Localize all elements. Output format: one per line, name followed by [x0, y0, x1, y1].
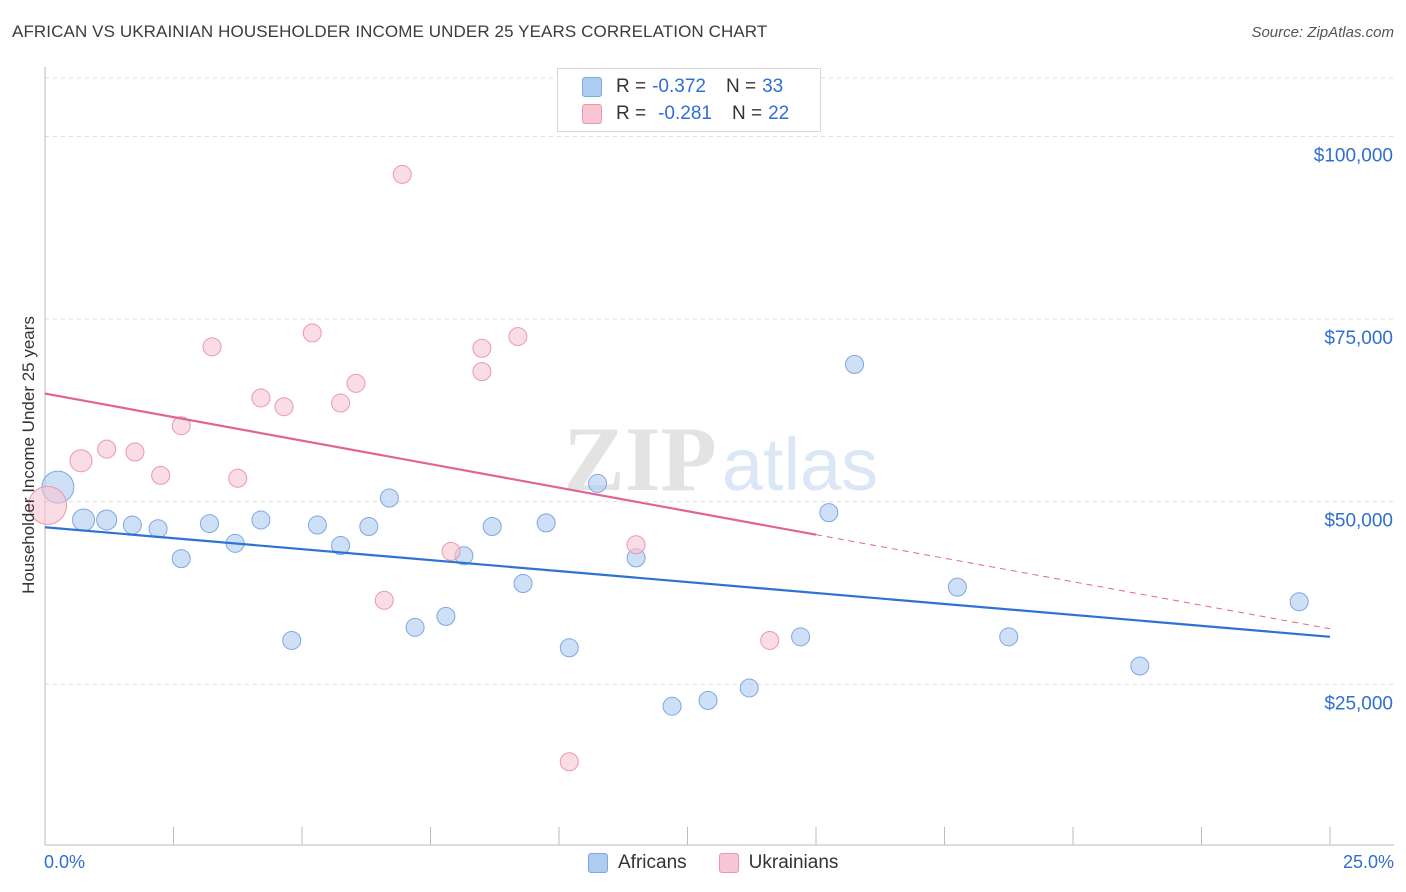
watermark-zip: ZIP [563, 408, 716, 510]
africans-point [999, 627, 1019, 647]
africans-point [171, 549, 191, 569]
y-axis-label: Householder Income Under 25 years [19, 316, 38, 594]
y-tick-label: $100,000 [1314, 145, 1393, 166]
ukrainians-point [97, 439, 117, 459]
n-value: 22 [768, 103, 790, 124]
ukrainians-point [274, 397, 294, 417]
africans-point [1130, 656, 1150, 676]
source-label: Source: ZipAtlas.com [1251, 24, 1394, 41]
n-value: 33 [762, 76, 784, 97]
africans-point [122, 515, 142, 535]
ukrainians-point [508, 327, 528, 347]
ukrainians-point [346, 373, 366, 393]
y-tick-label: $50,000 [1324, 511, 1393, 532]
ukrainians-legend-swatch [718, 853, 739, 873]
r-value: -0.372 [652, 76, 706, 97]
ukrainians-point [125, 442, 145, 462]
ukrainians-point [626, 535, 646, 555]
africans-point [436, 606, 456, 626]
n-label: N = [725, 76, 757, 97]
y-tick-label: $25,000 [1324, 693, 1393, 714]
africans-point [405, 617, 425, 637]
ukrainians-point [251, 388, 271, 408]
africans-point [1289, 592, 1309, 612]
africans-point [947, 577, 967, 597]
ukrainians-point [331, 393, 351, 413]
r-label: R = [616, 103, 647, 124]
africans-point [698, 690, 718, 710]
r-label: R = [616, 76, 647, 97]
legend-item-africans[interactable]: Africans [588, 852, 687, 874]
ukrainians-point [302, 323, 322, 343]
axes [44, 67, 1394, 846]
africans-point [513, 573, 533, 593]
legend-item-ukrainians[interactable]: Ukrainians [718, 852, 839, 874]
ukrainians-point [228, 468, 248, 488]
africans-point [662, 696, 682, 716]
africans-point [72, 508, 96, 532]
africans-point [96, 509, 118, 531]
legend-label-ukrainians: Ukrainians [748, 852, 839, 873]
points [28, 164, 1309, 772]
stats-legend: R = -0.372 N = 33 R = -0.281 N = 22 [557, 68, 821, 132]
africans-point [791, 627, 811, 647]
ukrainians-swatch [582, 104, 602, 124]
africans-point [331, 536, 351, 556]
ukrainians-point [151, 465, 171, 485]
chart-title: AFRICAN VS UKRAINIAN HOUSEHOLDER INCOME … [12, 22, 768, 41]
ukrainians-point [472, 338, 492, 358]
africans-point [148, 519, 168, 539]
ukrainians-point [760, 630, 780, 650]
grid [45, 77, 1394, 685]
ukrainians-point [472, 362, 492, 382]
africans-point [482, 517, 502, 537]
trend-lines [44, 392, 1331, 638]
africans-point [359, 517, 379, 537]
africans-legend-swatch [588, 853, 608, 873]
ukrainians-point [202, 337, 222, 357]
africans-point [536, 513, 556, 533]
africans-point [282, 630, 302, 650]
africans-point [588, 473, 608, 493]
watermark-atlas: atlas [722, 423, 878, 506]
legend-row-africans: R = -0.372 N = 33 [582, 75, 783, 99]
watermark: ZIP atlas [563, 408, 878, 510]
ukrainians-point [374, 590, 394, 610]
africans-point [819, 503, 839, 523]
africans-point [559, 638, 579, 658]
africans-point [251, 510, 271, 530]
legend-label-africans: Africans [618, 852, 687, 873]
y-tick-label: $75,000 [1324, 328, 1393, 349]
africans-trend-line [44, 526, 1331, 638]
n-label: N = [731, 103, 763, 124]
ukrainians-point [441, 541, 461, 561]
r-value: -0.281 [658, 103, 712, 124]
ukrainians-point [171, 416, 191, 436]
ukrainians-point [28, 485, 68, 525]
africans-point [379, 488, 399, 508]
ukrainians-point [69, 449, 93, 473]
x-tick-label-min: 0.0% [44, 852, 86, 872]
africans-point [199, 514, 219, 534]
ukrainians-point [392, 164, 412, 184]
africans-point [739, 678, 759, 698]
africans-point [307, 515, 327, 535]
x-tick-label-max: 25.0% [1342, 852, 1394, 872]
series-legend: Africans Ukrainians [588, 852, 870, 874]
ukrainians-trend-line [44, 392, 817, 536]
africans-point [845, 354, 865, 374]
africans-swatch [582, 77, 602, 97]
ukrainians-point [559, 752, 579, 772]
legend-row-ukrainians: R = -0.281 N = 22 [582, 102, 789, 126]
y-tick-labels: $25,000 $50,000 $75,000 $100,000 [1314, 145, 1393, 714]
